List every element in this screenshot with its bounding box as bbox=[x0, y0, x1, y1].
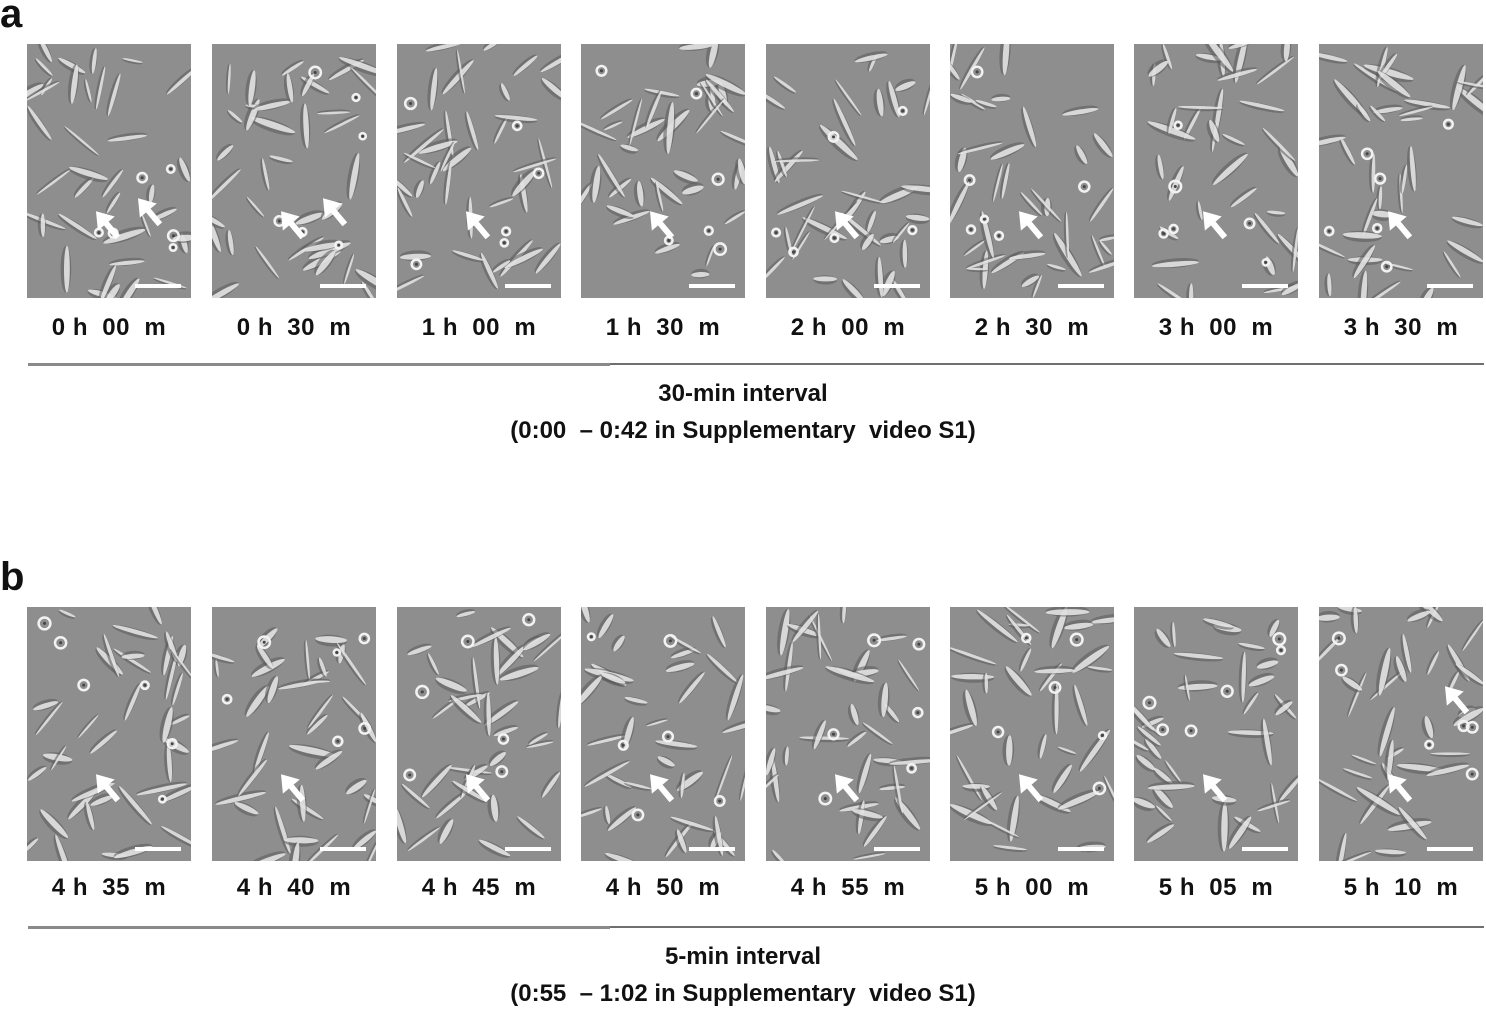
frame-timestamp: 5 h 00 m bbox=[974, 874, 1090, 901]
micrograph-image bbox=[581, 44, 745, 279]
frame-timestamp: 1 h 00 m bbox=[421, 314, 537, 341]
frame-timestamp: 5 h 10 m bbox=[1343, 874, 1459, 901]
time-lapse-frame bbox=[950, 607, 1114, 861]
micrograph-image bbox=[766, 607, 930, 861]
scale-bar bbox=[135, 847, 181, 851]
scale-bar bbox=[1242, 284, 1288, 288]
arrow-icon bbox=[466, 774, 491, 803]
arrow-icon bbox=[466, 211, 491, 240]
arrow-icon bbox=[281, 211, 306, 240]
scale-bar bbox=[1242, 847, 1288, 851]
micrograph-image bbox=[1319, 46, 1483, 298]
arrow-icon bbox=[1388, 774, 1413, 803]
arrow-icon bbox=[1019, 774, 1044, 803]
time-lapse-frame bbox=[1319, 44, 1483, 298]
scale-bar bbox=[1058, 847, 1104, 851]
frame-timestamp: 0 h 00 m bbox=[51, 314, 167, 341]
scale-bar bbox=[1058, 284, 1104, 288]
micrograph-image bbox=[950, 607, 1114, 853]
frame-timestamp: 3 h 00 m bbox=[1158, 314, 1274, 341]
panel-b-label: b bbox=[0, 555, 25, 599]
micrograph-image bbox=[212, 57, 376, 298]
time-lapse-frame bbox=[212, 44, 376, 298]
panel-a-label: a bbox=[0, 0, 23, 36]
scale-bar bbox=[135, 284, 181, 288]
micrograph-image bbox=[1134, 618, 1298, 852]
scale-bar bbox=[505, 847, 551, 851]
panel-a-interval-label: 30-min interval bbox=[658, 380, 828, 407]
time-lapse-frame bbox=[212, 607, 376, 861]
frame-timestamp: 2 h 00 m bbox=[790, 314, 906, 341]
arrow-icon bbox=[1388, 211, 1413, 240]
micrograph-image bbox=[397, 44, 561, 296]
panel-b-video-range: (0:55 – 1:02 in Supplementary video S1) bbox=[510, 980, 976, 1007]
micrograph-image bbox=[581, 607, 745, 861]
micrograph-image bbox=[27, 607, 191, 861]
frame-timestamp: 4 h 40 m bbox=[236, 874, 352, 901]
arrow-icon bbox=[96, 211, 121, 240]
frame-timestamp: 3 h 30 m bbox=[1343, 314, 1459, 341]
arrow-icon bbox=[835, 774, 860, 803]
scale-bar bbox=[1427, 847, 1473, 851]
micrograph-image bbox=[950, 44, 1114, 298]
arrow-icon bbox=[650, 774, 675, 803]
time-lapse-frame bbox=[1134, 44, 1298, 298]
arrow-icon bbox=[1019, 211, 1044, 240]
arrow-icon bbox=[835, 211, 860, 240]
frame-timestamp: 1 h 30 m bbox=[605, 314, 721, 341]
arrow-icon bbox=[138, 198, 163, 227]
scale-bar bbox=[689, 284, 735, 288]
frame-timestamp: 5 h 05 m bbox=[1158, 874, 1274, 901]
time-lapse-frame bbox=[397, 607, 561, 861]
frame-timestamp: 0 h 30 m bbox=[236, 314, 352, 341]
time-lapse-frame bbox=[1134, 607, 1298, 861]
frame-timestamp: 2 h 30 m bbox=[974, 314, 1090, 341]
time-lapse-frame bbox=[950, 44, 1114, 298]
time-lapse-frame bbox=[581, 44, 745, 298]
panel-b-timeline-rule bbox=[28, 926, 1484, 929]
scale-bar bbox=[320, 284, 366, 288]
scale-bar bbox=[320, 847, 366, 851]
panel-a-timeline-rule bbox=[28, 363, 1484, 366]
micrograph-image bbox=[397, 608, 561, 858]
time-lapse-frame bbox=[27, 607, 191, 861]
arrow-icon bbox=[323, 198, 348, 227]
scale-bar bbox=[874, 847, 920, 851]
arrow-icon bbox=[1203, 774, 1228, 803]
scale-bar bbox=[1427, 284, 1473, 288]
frame-timestamp: 4 h 45 m bbox=[421, 874, 537, 901]
scale-bar bbox=[505, 284, 551, 288]
scale-bar bbox=[689, 847, 735, 851]
arrow-icon bbox=[96, 774, 121, 803]
scale-bar bbox=[874, 284, 920, 288]
micrograph-image bbox=[766, 51, 930, 298]
time-lapse-frame bbox=[766, 607, 930, 861]
arrow-icon bbox=[1203, 211, 1228, 240]
time-lapse-frame bbox=[397, 44, 561, 298]
frame-timestamp: 4 h 50 m bbox=[605, 874, 721, 901]
time-lapse-frame bbox=[27, 44, 191, 298]
micrograph-image bbox=[1147, 44, 1298, 298]
time-lapse-frame bbox=[581, 607, 745, 861]
time-lapse-frame bbox=[1319, 607, 1483, 861]
micrograph-image bbox=[212, 627, 376, 861]
time-lapse-frame bbox=[766, 44, 930, 298]
panel-a-video-range: (0:00 – 0:42 in Supplementary video S1) bbox=[510, 417, 976, 444]
panel-b-interval-label: 5-min interval bbox=[664, 943, 822, 970]
arrow-icon bbox=[281, 774, 306, 803]
micrograph-image bbox=[1319, 607, 1483, 861]
arrow-icon bbox=[1445, 686, 1470, 715]
micrograph-image bbox=[27, 44, 191, 298]
frame-timestamp: 4 h 35 m bbox=[51, 874, 167, 901]
frame-timestamp: 4 h 55 m bbox=[790, 874, 906, 901]
arrow-icon bbox=[650, 211, 675, 240]
